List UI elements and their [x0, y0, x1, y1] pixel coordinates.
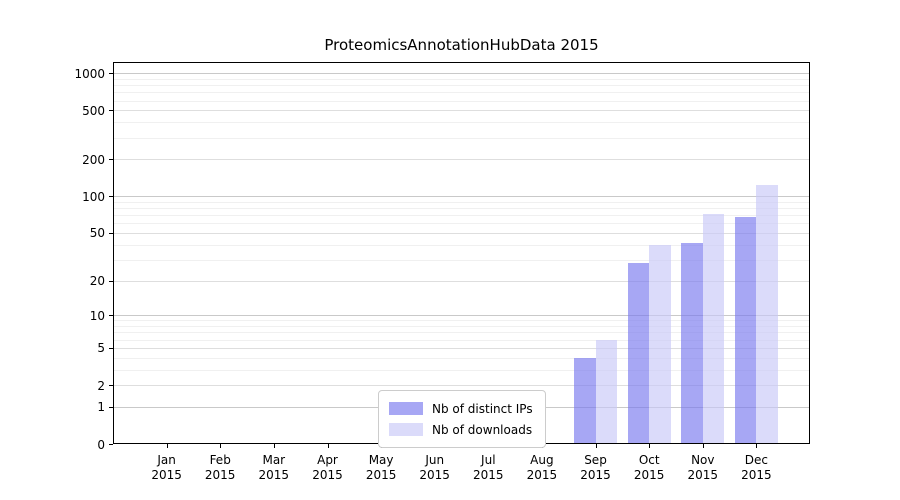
- bar-ips-sep: [574, 357, 596, 444]
- gridline-10: [113, 315, 810, 317]
- x-tick-dec: [756, 444, 758, 448]
- y-tick-2: [109, 385, 113, 386]
- x-tick-label-apr: Apr 2015: [312, 453, 343, 482]
- gridline-100: [113, 196, 810, 198]
- gridline-3: [113, 369, 810, 371]
- bar-ips-oct: [627, 263, 650, 444]
- bar-ips-dec: [734, 216, 757, 444]
- legend: Nb of distinct IPs Nb of downloads: [378, 390, 546, 448]
- gridline-40: [113, 244, 810, 246]
- gridline-5: [113, 347, 810, 349]
- bar-downloads-oct: [649, 244, 671, 444]
- bar-ips-nov: [681, 243, 703, 444]
- legend-label-downloads: Nb of downloads: [432, 422, 533, 437]
- legend-entry-distinct-ips: Nb of distinct IPs: [389, 398, 535, 419]
- gridline-30: [113, 259, 810, 261]
- x-tick-label-jan: Jan 2015: [151, 453, 182, 482]
- gridline-700: [113, 92, 810, 94]
- y-tick-5: [109, 347, 113, 349]
- x-tick-jan: [166, 444, 168, 448]
- y-tick-20: [109, 280, 113, 282]
- gridline-20: [113, 280, 810, 282]
- gridline-60: [113, 223, 810, 225]
- plot-area: [113, 62, 810, 444]
- y-tick-label-1: 1: [97, 400, 105, 415]
- bar-downloads-nov: [702, 213, 725, 444]
- legend-label-distinct-ips: Nb of distinct IPs: [432, 401, 533, 416]
- gridline-900: [113, 78, 810, 80]
- x-tick-feb: [220, 444, 222, 448]
- gridline-500: [113, 110, 810, 112]
- x-tick-nov: [702, 444, 704, 448]
- gridline-400: [113, 122, 810, 124]
- y-tick-label-10: 10: [89, 308, 105, 323]
- legend-entry-downloads: Nb of downloads: [389, 419, 535, 440]
- x-tick-label-may: May 2015: [365, 453, 397, 482]
- x-tick-sep: [595, 444, 597, 448]
- gridline-7: [113, 332, 810, 334]
- gridline-9: [113, 320, 810, 322]
- x-tick-label-feb: Feb 2015: [204, 453, 236, 482]
- x-tick-label-mar: Mar 2015: [258, 453, 290, 482]
- y-tick-label-200: 200: [82, 152, 105, 167]
- y-tick-label-1000: 1000: [74, 66, 105, 81]
- y-tick-label-5: 5: [97, 341, 105, 356]
- gridline-800: [113, 85, 810, 87]
- gridline-50: [113, 232, 810, 234]
- y-tick-label-100: 100: [82, 189, 105, 204]
- x-tick-label-dec: Dec 2015: [741, 453, 772, 482]
- gridline-600: [113, 100, 810, 102]
- y-tick-1: [109, 406, 113, 408]
- y-tick-0: [109, 444, 113, 445]
- y-tick-100: [109, 196, 113, 198]
- gridline-8: [113, 326, 810, 327]
- gridline-4: [113, 357, 810, 359]
- y-tick-1000: [109, 73, 113, 75]
- x-tick-apr: [327, 444, 329, 448]
- y-tick-label-20: 20: [89, 274, 105, 289]
- y-tick-200: [109, 159, 113, 161]
- y-tick-label-500: 500: [82, 103, 105, 118]
- bar-downloads-dec: [756, 184, 778, 444]
- chart-title: ProteomicsAnnotationHubData 2015: [324, 36, 599, 54]
- y-tick-label-0: 0: [97, 437, 105, 452]
- y-tick-500: [109, 110, 113, 112]
- gridline-300: [113, 137, 810, 139]
- gridline-90: [113, 201, 810, 203]
- legend-swatch-distinct-ips-icon: [389, 402, 423, 415]
- gridline-6: [113, 339, 810, 341]
- bar-downloads-sep: [595, 339, 617, 444]
- y-tick-label-50: 50: [89, 226, 105, 241]
- x-tick-label-nov: Nov 2015: [687, 453, 719, 482]
- x-tick-label-jul: Jul 2015: [473, 453, 504, 482]
- x-tick-label-aug: Aug 2015: [526, 453, 558, 482]
- gridline-1000: [113, 73, 810, 75]
- x-tick-mar: [273, 444, 275, 448]
- legend-swatch-downloads-icon: [389, 423, 423, 436]
- x-tick-label-sep: Sep 2015: [580, 453, 611, 482]
- y-tick-10: [109, 315, 113, 317]
- gridline-200: [113, 159, 810, 161]
- y-tick-label-2: 2: [97, 378, 105, 393]
- x-tick-oct: [649, 444, 651, 448]
- y-tick-50: [109, 232, 113, 234]
- x-tick-label-oct: Oct 2015: [633, 453, 665, 482]
- x-tick-label-jun: Jun 2015: [419, 453, 450, 482]
- gridline-2: [113, 385, 810, 386]
- gridline-80: [113, 208, 810, 210]
- gridline-70: [113, 215, 810, 217]
